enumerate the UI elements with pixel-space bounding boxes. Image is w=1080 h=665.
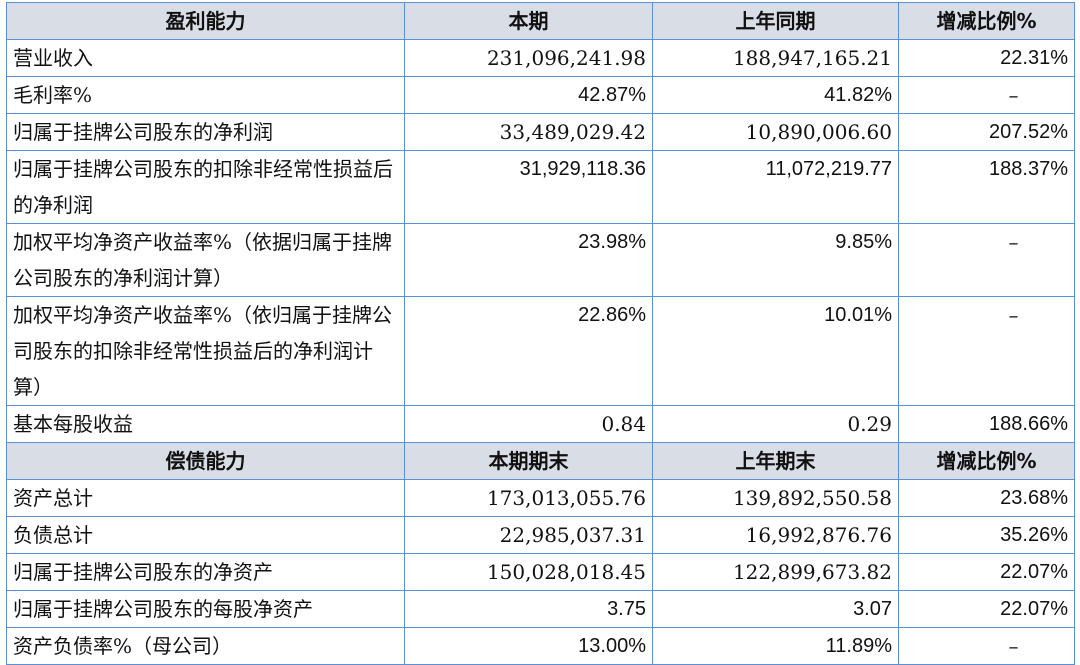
previous-value: 9.85% xyxy=(652,223,899,297)
table-row: 归属于挂牌公司股东的扣除非经常性损益后的净利润 31,929,118.36 11… xyxy=(6,150,1075,224)
change-value: 35.26% xyxy=(898,516,1075,554)
change-value: – xyxy=(898,76,1075,114)
change-value: 188.66% xyxy=(898,405,1075,443)
previous-value: 3.07 xyxy=(652,590,899,628)
table-row: 归属于挂牌公司股东的每股净资产 3.75 3.07 22.07% xyxy=(6,590,1075,628)
row-label: 加权平均净资产收益率%（依据归属于挂牌公司股东的净利润计算） xyxy=(6,223,405,297)
current-value: 42.87% xyxy=(404,76,653,114)
change-value: – xyxy=(898,296,1075,406)
header-section-title: 盈利能力 xyxy=(6,2,405,40)
change-value: 22.07% xyxy=(898,553,1075,591)
change-value: 188.37% xyxy=(898,150,1075,224)
current-value: 22.86% xyxy=(404,296,653,406)
previous-value: 11.89% xyxy=(652,627,899,665)
financial-indicators-table: 盈利能力 本期 上年同期 增减比例% 营业收入 231,096,241.98 1… xyxy=(6,2,1075,665)
table-row: 营业收入 231,096,241.98 188,947,165.21 22.31… xyxy=(6,39,1075,77)
row-label: 加权平均净资产收益率%（依归属于挂牌公司股东的扣除非经常性损益后的净利润计算） xyxy=(6,296,405,406)
section-header-row: 偿债能力 本期期末 上年期末 增减比例% xyxy=(6,442,1075,480)
change-value: – xyxy=(898,223,1075,297)
previous-value: 41.82% xyxy=(652,76,899,114)
row-label: 基本每股收益 xyxy=(6,405,405,443)
row-label: 归属于挂牌公司股东的净资产 xyxy=(6,553,405,591)
current-value: 150,028,018.45 xyxy=(404,553,653,591)
header-current: 本期期末 xyxy=(404,442,653,480)
header-previous: 上年同期 xyxy=(652,2,899,40)
table-row: 资产总计 173,013,055.76 139,892,550.58 23.68… xyxy=(6,479,1075,517)
row-label: 毛利率% xyxy=(6,76,405,114)
row-label: 归属于挂牌公司股东的净利润 xyxy=(6,113,405,151)
table-row: 归属于挂牌公司股东的净利润 33,489,029.42 10,890,006.6… xyxy=(6,113,1075,151)
previous-value: 0.29 xyxy=(652,405,899,443)
row-label: 资产负债率%（母公司） xyxy=(6,627,405,665)
change-value: – xyxy=(898,627,1075,665)
previous-value: 10,890,006.60 xyxy=(652,113,899,151)
change-value: 23.68% xyxy=(898,479,1075,517)
row-label: 资产总计 xyxy=(6,479,405,517)
previous-value: 11,072,219.77 xyxy=(652,150,899,224)
change-value: 22.31% xyxy=(898,39,1075,77)
current-value: 31,929,118.36 xyxy=(404,150,653,224)
header-current: 本期 xyxy=(404,2,653,40)
row-label: 归属于挂牌公司股东的扣除非经常性损益后的净利润 xyxy=(6,150,405,224)
current-value: 0.84 xyxy=(404,405,653,443)
previous-value: 188,947,165.21 xyxy=(652,39,899,77)
table-row: 归属于挂牌公司股东的净资产 150,028,018.45 122,899,673… xyxy=(6,553,1075,591)
current-value: 173,013,055.76 xyxy=(404,479,653,517)
current-value: 3.75 xyxy=(404,590,653,628)
table-row: 加权平均净资产收益率%（依归属于挂牌公司股东的扣除非经常性损益后的净利润计算） … xyxy=(6,296,1075,406)
change-value: 207.52% xyxy=(898,113,1075,151)
previous-value: 16,992,876.76 xyxy=(652,516,899,554)
header-change: 增减比例% xyxy=(898,442,1075,480)
header-change: 增减比例% xyxy=(898,2,1075,40)
previous-value: 139,892,550.58 xyxy=(652,479,899,517)
table-row: 资产负债率%（母公司） 13.00% 11.89% – xyxy=(6,627,1075,665)
row-label: 营业收入 xyxy=(6,39,405,77)
current-value: 231,096,241.98 xyxy=(404,39,653,77)
section-header-row: 盈利能力 本期 上年同期 增减比例% xyxy=(6,2,1075,40)
change-value: 22.07% xyxy=(898,590,1075,628)
header-previous: 上年期末 xyxy=(652,442,899,480)
table-row: 基本每股收益 0.84 0.29 188.66% xyxy=(6,405,1075,443)
header-section-title: 偿债能力 xyxy=(6,442,405,480)
table-row: 加权平均净资产收益率%（依据归属于挂牌公司股东的净利润计算） 23.98% 9.… xyxy=(6,223,1075,297)
row-label: 负债总计 xyxy=(6,516,405,554)
current-value: 23.98% xyxy=(404,223,653,297)
table-row: 毛利率% 42.87% 41.82% – xyxy=(6,76,1075,114)
row-label: 归属于挂牌公司股东的每股净资产 xyxy=(6,590,405,628)
current-value: 33,489,029.42 xyxy=(404,113,653,151)
table-row: 负债总计 22,985,037.31 16,992,876.76 35.26% xyxy=(6,516,1075,554)
previous-value: 10.01% xyxy=(652,296,899,406)
current-value: 22,985,037.31 xyxy=(404,516,653,554)
current-value: 13.00% xyxy=(404,627,653,665)
previous-value: 122,899,673.82 xyxy=(652,553,899,591)
